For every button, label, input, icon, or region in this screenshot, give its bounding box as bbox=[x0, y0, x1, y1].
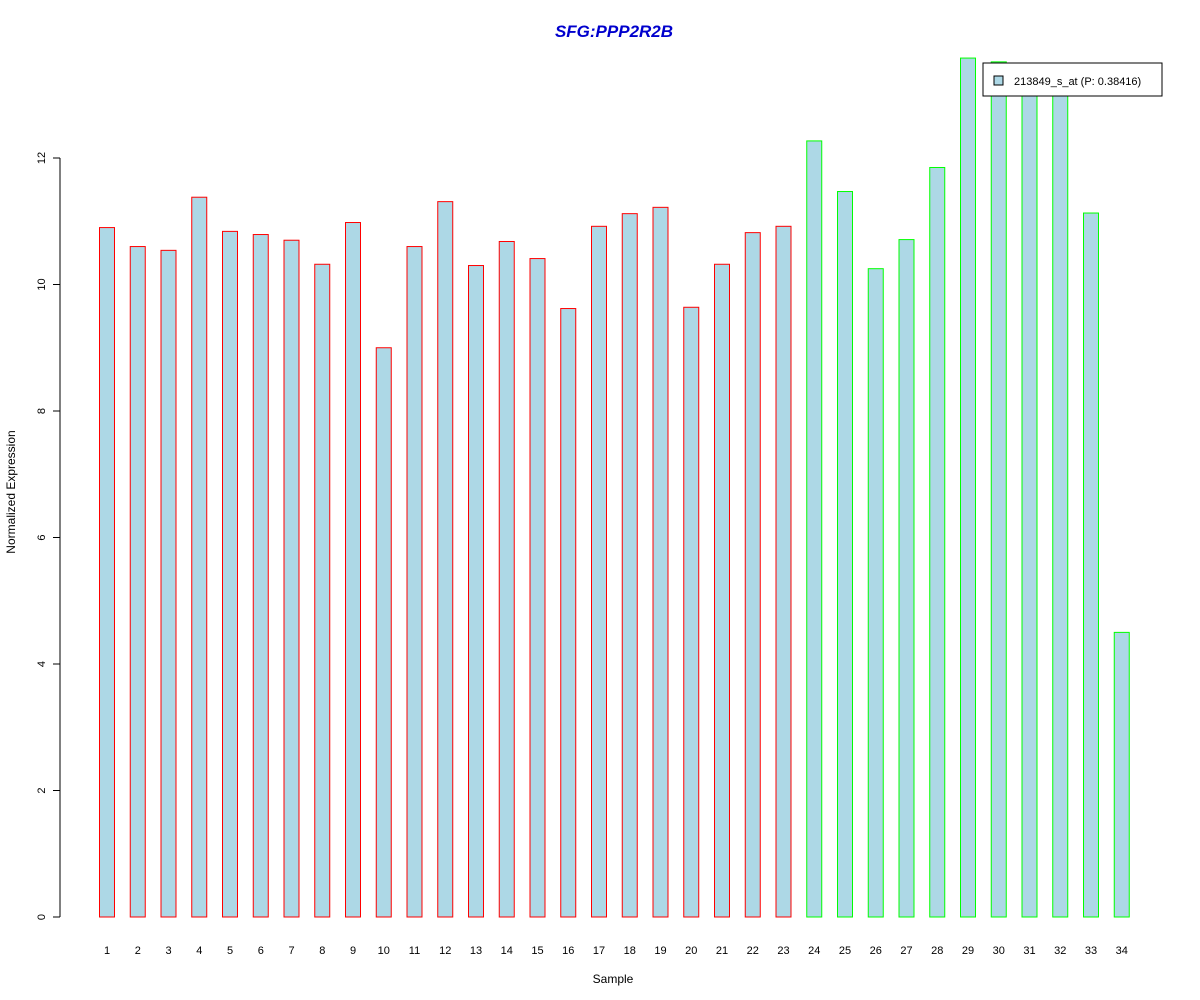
bar bbox=[314, 263, 331, 918]
chart-title: SFG:PPP2R2B bbox=[555, 22, 673, 41]
bar bbox=[775, 225, 792, 918]
x-tick-label: 10 bbox=[378, 945, 390, 957]
y-tick-label: 0 bbox=[36, 914, 48, 920]
x-tick-label: 8 bbox=[319, 945, 325, 957]
bars-group bbox=[99, 57, 1130, 918]
x-tick-label: 3 bbox=[165, 945, 171, 957]
legend-swatch bbox=[993, 75, 1004, 86]
x-tick-label: 12 bbox=[439, 945, 451, 957]
bar bbox=[867, 268, 884, 918]
x-tick-label: 1 bbox=[104, 945, 110, 957]
bar bbox=[714, 263, 730, 918]
bar bbox=[129, 246, 146, 918]
x-tick-label: 33 bbox=[1085, 945, 1097, 957]
bar bbox=[837, 191, 853, 918]
x-tick-label: 34 bbox=[1116, 945, 1128, 957]
bar bbox=[806, 140, 823, 918]
y-axis: 0 2 4 6 8 10 12 bbox=[36, 152, 61, 920]
bar bbox=[960, 57, 976, 918]
bar bbox=[1113, 631, 1130, 918]
y-tick-label: 10 bbox=[36, 278, 48, 290]
bar bbox=[252, 234, 269, 918]
bar bbox=[929, 166, 946, 918]
x-tick-label: 5 bbox=[227, 945, 233, 957]
x-tick-label: 18 bbox=[624, 945, 636, 957]
x-tick-label: 27 bbox=[900, 945, 912, 957]
bar bbox=[560, 308, 577, 918]
x-tick-label: 11 bbox=[409, 945, 420, 957]
bar bbox=[99, 227, 115, 918]
x-tick-label: 23 bbox=[777, 945, 789, 957]
y-tick-label: 2 bbox=[36, 787, 48, 793]
legend-entry-label: 213849_s_at (P: 0.38416) bbox=[1014, 76, 1141, 88]
y-axis-label: Normalized Expression bbox=[4, 430, 18, 553]
x-tick-label: 2 bbox=[135, 945, 141, 957]
x-tick-label: 28 bbox=[931, 945, 943, 957]
x-tick-label: 21 bbox=[716, 945, 728, 957]
y-tick-label: 8 bbox=[36, 408, 48, 414]
x-tick-label: 24 bbox=[808, 945, 820, 957]
bar bbox=[345, 222, 361, 918]
bar bbox=[406, 246, 423, 918]
bar bbox=[1052, 87, 1069, 918]
x-tick-label: 14 bbox=[501, 945, 513, 957]
x-tick-label: 16 bbox=[562, 945, 574, 957]
x-tick-label: 15 bbox=[531, 945, 543, 957]
x-tick-label: 30 bbox=[993, 945, 1005, 957]
x-tick-label: 20 bbox=[685, 945, 697, 957]
bar bbox=[468, 265, 484, 918]
bar bbox=[683, 306, 700, 918]
x-tick-label: 31 bbox=[1023, 945, 1035, 957]
x-axis-tick-labels: 1 2 3 4 5 6 7 8 9 10 11 12 13 14 15 16 17 18 19 20 21 22 23 24 2… bbox=[104, 945, 1128, 957]
x-axis-label: Sample bbox=[593, 972, 634, 986]
bar bbox=[1021, 81, 1038, 918]
bar bbox=[437, 201, 454, 918]
x-tick-label: 13 bbox=[470, 945, 482, 957]
x-tick-label: 7 bbox=[288, 945, 294, 957]
bar bbox=[498, 240, 515, 918]
legend-box bbox=[982, 62, 1163, 97]
bar bbox=[591, 225, 607, 918]
x-tick-label: 6 bbox=[258, 945, 264, 957]
x-tick-label: 25 bbox=[839, 945, 851, 957]
x-tick-label: 32 bbox=[1054, 945, 1066, 957]
x-tick-label: 9 bbox=[350, 945, 356, 957]
bar bbox=[529, 258, 546, 918]
bar bbox=[222, 230, 238, 918]
y-tick-label: 12 bbox=[36, 152, 48, 164]
x-tick-label: 4 bbox=[196, 945, 202, 957]
bar bbox=[1083, 212, 1099, 918]
bar bbox=[990, 61, 1007, 918]
bar bbox=[375, 347, 392, 918]
x-tick-label: 29 bbox=[962, 945, 974, 957]
bar bbox=[283, 239, 300, 918]
legend: 213849_s_at (P: 0.38416) bbox=[982, 62, 1163, 97]
bar bbox=[191, 196, 208, 918]
x-tick-label: 19 bbox=[654, 945, 666, 957]
bar bbox=[621, 213, 638, 918]
bar bbox=[744, 232, 761, 918]
bar bbox=[652, 206, 669, 918]
x-tick-label: 22 bbox=[747, 945, 759, 957]
y-tick-label: 6 bbox=[36, 534, 48, 540]
bar bbox=[898, 239, 915, 918]
x-tick-label: 17 bbox=[593, 945, 605, 957]
bar bbox=[160, 249, 177, 918]
x-tick-label: 26 bbox=[870, 945, 882, 957]
y-tick-label: 4 bbox=[36, 661, 48, 667]
